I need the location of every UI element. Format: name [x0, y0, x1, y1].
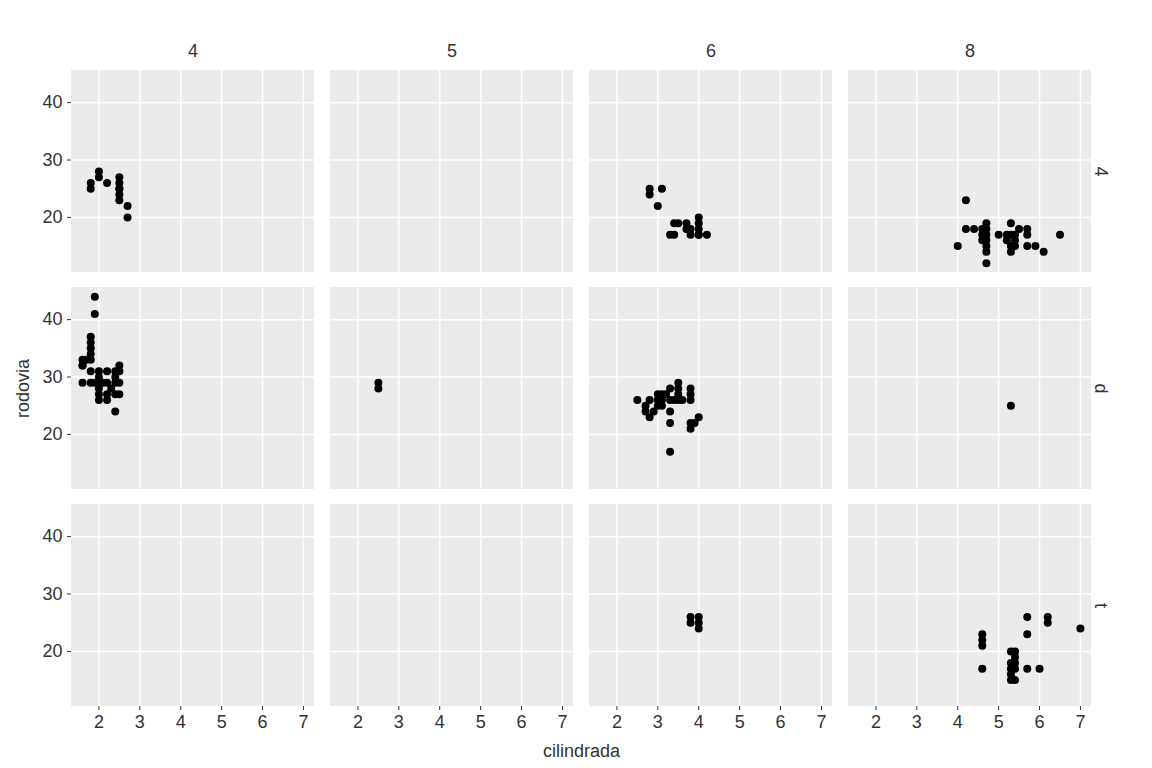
- svg-text:8: 8: [965, 41, 975, 61]
- svg-text:30: 30: [42, 367, 62, 387]
- svg-text:6: 6: [517, 712, 527, 732]
- svg-text:7: 7: [557, 712, 567, 732]
- svg-text:3: 3: [394, 712, 404, 732]
- svg-text:2: 2: [353, 712, 363, 732]
- svg-text:40: 40: [42, 309, 62, 329]
- svg-text:4: 4: [188, 41, 198, 61]
- svg-text:6: 6: [258, 712, 268, 732]
- svg-text:40: 40: [42, 92, 62, 112]
- svg-text:t: t: [1091, 603, 1111, 608]
- svg-text:6: 6: [706, 41, 716, 61]
- svg-text:3: 3: [912, 712, 922, 732]
- svg-text:2: 2: [94, 712, 104, 732]
- svg-text:rodovia: rodovia: [13, 358, 33, 418]
- svg-text:7: 7: [298, 712, 308, 732]
- svg-text:6: 6: [776, 712, 786, 732]
- svg-text:4: 4: [176, 712, 186, 732]
- svg-text:4: 4: [953, 712, 963, 732]
- svg-text:cilindrada: cilindrada: [543, 741, 621, 761]
- svg-text:4: 4: [1091, 166, 1111, 176]
- svg-text:2: 2: [871, 712, 881, 732]
- svg-text:4: 4: [694, 712, 704, 732]
- svg-text:5: 5: [994, 712, 1004, 732]
- svg-text:40: 40: [42, 526, 62, 546]
- svg-text:4: 4: [435, 712, 445, 732]
- svg-text:3: 3: [135, 712, 145, 732]
- svg-text:20: 20: [42, 641, 62, 661]
- svg-text:20: 20: [42, 207, 62, 227]
- svg-text:5: 5: [476, 712, 486, 732]
- svg-text:20: 20: [42, 424, 62, 444]
- svg-text:3: 3: [653, 712, 663, 732]
- svg-text:5: 5: [735, 712, 745, 732]
- svg-text:7: 7: [816, 712, 826, 732]
- svg-text:d: d: [1091, 383, 1111, 393]
- svg-text:30: 30: [42, 150, 62, 170]
- svg-text:30: 30: [42, 584, 62, 604]
- svg-text:6: 6: [1035, 712, 1045, 732]
- svg-text:5: 5: [217, 712, 227, 732]
- svg-text:2: 2: [612, 712, 622, 732]
- svg-text:7: 7: [1075, 712, 1085, 732]
- svg-text:5: 5: [447, 41, 457, 61]
